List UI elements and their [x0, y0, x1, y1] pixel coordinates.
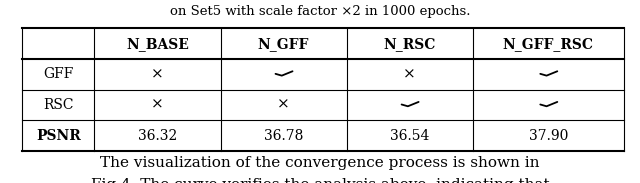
Text: GFF: GFF — [44, 67, 74, 81]
Text: ×: × — [403, 67, 416, 81]
Text: 36.32: 36.32 — [138, 129, 177, 143]
Text: N_RSC: N_RSC — [383, 37, 436, 51]
Text: RSC: RSC — [43, 98, 74, 112]
Text: 36.54: 36.54 — [390, 129, 429, 143]
Text: N_GFF: N_GFF — [258, 37, 309, 51]
Text: ×: × — [277, 98, 290, 112]
Text: N_GFF_RSC: N_GFF_RSC — [503, 37, 594, 51]
Text: N_BASE: N_BASE — [126, 37, 189, 51]
Text: PSNR: PSNR — [36, 129, 81, 143]
Text: ×: × — [151, 67, 164, 81]
Text: The visualization of the convergence process is shown in: The visualization of the convergence pro… — [100, 156, 540, 171]
Text: on Set5 with scale factor ×2 in 1000 epochs.: on Set5 with scale factor ×2 in 1000 epo… — [170, 5, 470, 18]
Text: ×: × — [151, 98, 164, 112]
Text: 37.90: 37.90 — [529, 129, 568, 143]
Text: Fig.4. The curve verifies the analysis above, indicating that: Fig.4. The curve verifies the analysis a… — [91, 178, 549, 183]
Text: 36.78: 36.78 — [264, 129, 303, 143]
